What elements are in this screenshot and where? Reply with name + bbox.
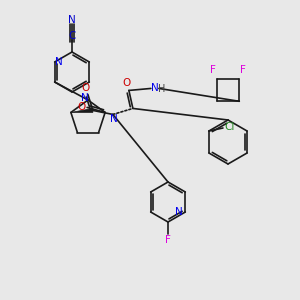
Text: N: N: [176, 207, 183, 217]
Text: O: O: [82, 83, 90, 93]
Text: N: N: [55, 57, 63, 67]
Text: N: N: [110, 114, 118, 124]
Text: F: F: [165, 235, 171, 245]
Text: F: F: [210, 65, 216, 75]
Text: F: F: [240, 65, 246, 75]
Text: O: O: [123, 78, 131, 88]
Text: H: H: [158, 84, 166, 94]
Text: C: C: [68, 31, 76, 41]
Text: O: O: [77, 102, 85, 112]
Polygon shape: [71, 108, 93, 112]
Text: N: N: [151, 83, 159, 93]
Text: Cl: Cl: [225, 122, 235, 132]
Text: N: N: [81, 93, 89, 103]
Text: N: N: [68, 15, 76, 25]
